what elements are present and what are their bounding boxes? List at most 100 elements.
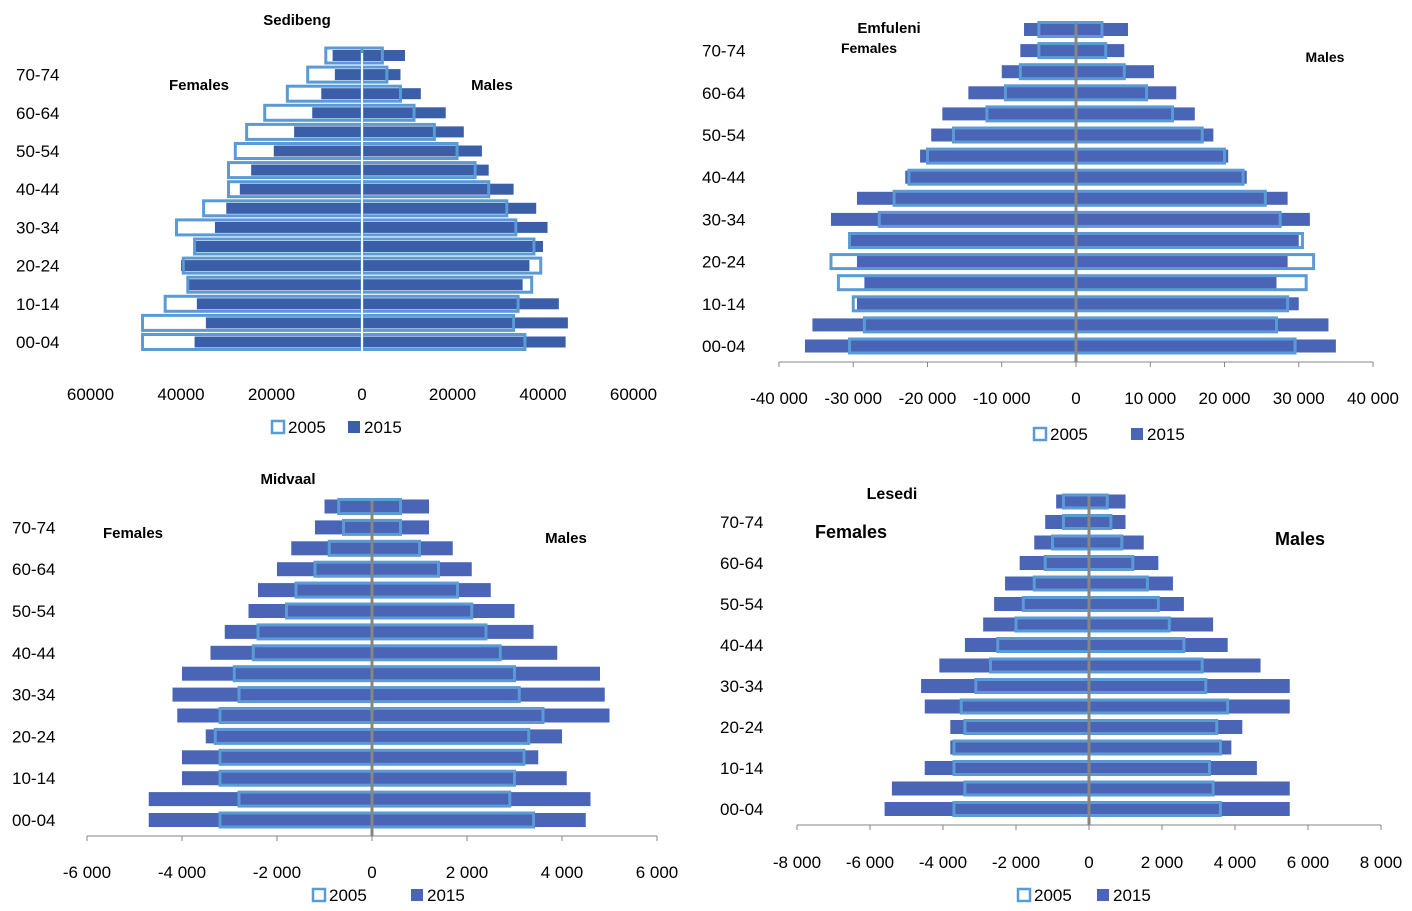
bar-2015-female — [921, 679, 1089, 693]
bar-2015-male — [372, 771, 567, 786]
x-tick-label: 6 000 — [1287, 853, 1330, 872]
bar-2015-male — [1089, 617, 1214, 632]
bar-2015-female — [332, 50, 362, 61]
bar-2015-female — [321, 88, 362, 100]
y-tick-label: 50-54 — [12, 602, 55, 621]
bar-2015-female — [884, 802, 1089, 816]
legend-label-2005: 2005 — [1034, 886, 1072, 905]
x-tick-label: -40 000 — [750, 389, 808, 408]
bar-2015-female — [942, 107, 1076, 121]
legend-label-2005: 2005 — [1050, 425, 1088, 444]
bar-2015-male — [1089, 638, 1228, 652]
y-tick-label: 10-14 — [12, 769, 55, 788]
bar-2015-male — [362, 183, 514, 195]
y-tick-label: 30-34 — [720, 677, 763, 696]
bar-2015-female — [804, 339, 1076, 353]
bar-2015-male — [362, 107, 446, 119]
females-label: Females — [103, 525, 163, 542]
bar-2015-male — [1076, 234, 1299, 247]
bar-2015-female — [950, 720, 1089, 734]
bar-2015-female — [182, 771, 372, 786]
x-tick-label: 0 — [367, 863, 376, 882]
legend-label-2015: 2015 — [364, 418, 402, 437]
bar-2015-male — [1076, 128, 1214, 142]
bar-2015-male — [362, 221, 548, 233]
bar-2015-male — [1089, 556, 1159, 570]
legend-label-2015: 2015 — [427, 886, 465, 905]
x-tick-label: 0 — [1071, 389, 1080, 408]
females-label: Females — [169, 77, 229, 94]
bar-2015-female — [983, 617, 1089, 632]
y-tick-label: 50-54 — [16, 142, 59, 161]
bar-2015-female — [864, 276, 1076, 290]
bar-2015-male — [1076, 191, 1288, 205]
bar-2015-male — [1076, 107, 1195, 121]
bar-2015-female — [148, 792, 372, 807]
y-tick-label: 40-44 — [12, 644, 55, 663]
bar-2015-male — [372, 645, 558, 660]
bar-2015-male — [362, 298, 559, 310]
bar-2015-female — [224, 624, 372, 639]
bar-2015-female — [856, 255, 1076, 269]
bar-2015-female — [248, 604, 372, 618]
y-tick-label: 50-54 — [702, 126, 745, 145]
bar-2015-female — [324, 499, 372, 514]
bar-2015-female — [1024, 23, 1076, 36]
bar-2015-male — [1076, 170, 1247, 184]
pyramid-chart-sedibeng: Sedibeng 60000 40000 20000 0 20000 40000 60000 0… — [16, 12, 657, 437]
bar-2015-male — [372, 792, 591, 807]
bar-2015-male — [1089, 699, 1290, 714]
x-tick-label: -4 000 — [919, 853, 967, 872]
bar-2015-male — [372, 583, 491, 598]
y-tick-label: 40-44 — [702, 168, 745, 187]
y-tick-label: 40-44 — [720, 636, 763, 655]
legend-label-2005: 2005 — [329, 886, 367, 905]
x-tick-label: 40000 — [157, 385, 204, 404]
x-tick-label: -20 000 — [899, 389, 957, 408]
bar-2015-female — [905, 170, 1076, 184]
bar-2015-male — [372, 666, 600, 681]
bar-2015-male — [362, 241, 543, 252]
bar-2015-male — [1089, 761, 1257, 775]
bar-2015-male — [1089, 535, 1144, 550]
pyramid-chart-lesedi: Lesedi -8 000 -6 000 -4 000 -2 000 0 2 000 4 00… — [720, 486, 1402, 905]
bar-2015-female — [931, 128, 1076, 142]
y-tick-label: 10-14 — [702, 295, 745, 314]
bar-2015-male — [1076, 65, 1154, 79]
x-tick-label: -4 000 — [158, 863, 206, 882]
y-tick-label: 30-34 — [16, 218, 59, 237]
y-tick-label: 70-74 — [16, 66, 59, 85]
x-tick-label: -2 000 — [992, 853, 1040, 872]
x-tick-label: -6 000 — [63, 863, 111, 882]
legend-swatch-2015 — [411, 889, 423, 901]
bar-2015-male — [372, 750, 539, 765]
bar-2015-female — [177, 708, 372, 723]
males-label: Males — [545, 530, 587, 547]
bar-2015-female — [1056, 494, 1089, 509]
bar-2015-female — [968, 86, 1076, 100]
legend: 2005 2015 — [270, 418, 402, 437]
x-tick-label: -30 000 — [824, 389, 882, 408]
bar-2015-female — [182, 750, 372, 765]
bar-2015-female — [187, 279, 362, 291]
bar-2015-male — [372, 729, 562, 744]
y-tick-label: 00-04 — [12, 811, 55, 830]
x-tick-label: -8 000 — [773, 853, 821, 872]
bar-2015-male — [1076, 318, 1329, 332]
x-tick-label: 2 000 — [1141, 853, 1184, 872]
y-tick-label: 60-64 — [12, 560, 55, 579]
pyramid-chart-midvaal: Midvaal -6 000 -4 000 -2 000 0 2 000 4 000 6 00… — [12, 471, 678, 905]
x-tick-label: 20000 — [429, 385, 476, 404]
females-label: Females — [841, 40, 897, 56]
bar-2015-female — [994, 597, 1089, 611]
bar-2015-male — [372, 624, 534, 639]
chart-title: Emfuleni — [857, 20, 920, 37]
legend-label-2005: 2005 — [288, 418, 326, 437]
y-tick-label: 20-24 — [702, 253, 745, 272]
y-tick-label: 10-14 — [720, 759, 763, 778]
bar-2015-male — [1089, 740, 1232, 755]
legend-swatch-2005 — [311, 887, 327, 903]
chart-title: Lesedi — [867, 486, 918, 503]
